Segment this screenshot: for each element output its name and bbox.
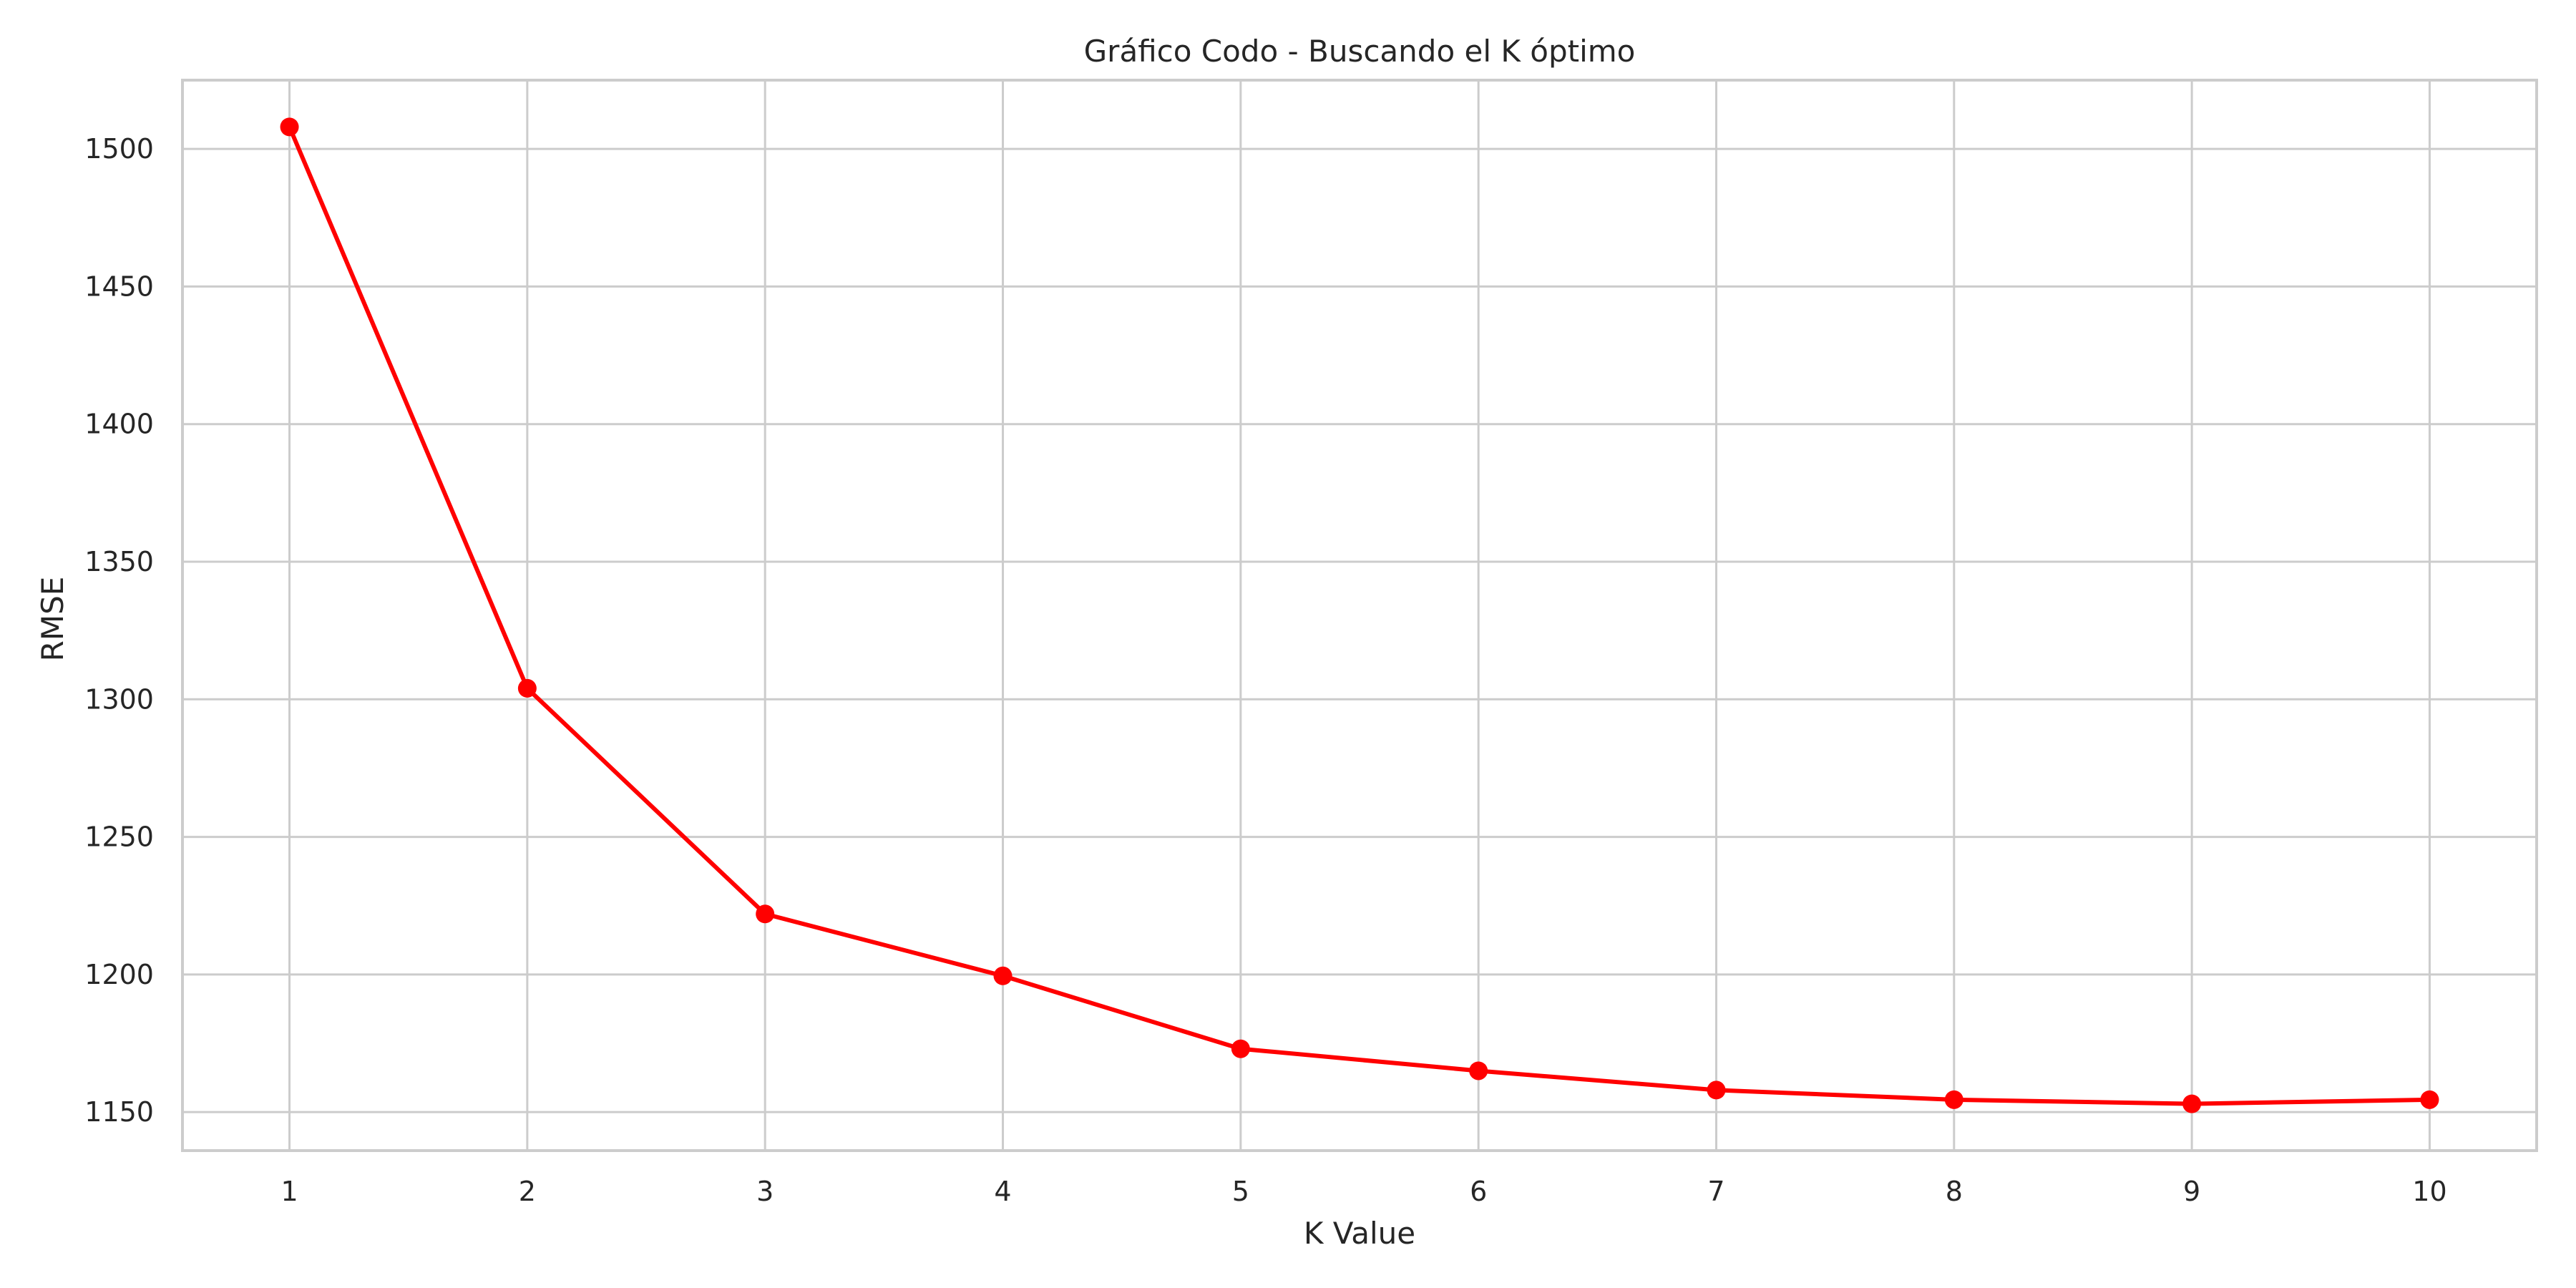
horizontal-gridlines <box>182 147 2537 1113</box>
data-point-k2 <box>517 678 537 698</box>
data-point-k3 <box>756 904 775 924</box>
x-tick-label: 10 <box>2412 1176 2446 1207</box>
x-tick-labels: 1 2 3 4 5 6 7 8 9 10 <box>280 1176 2446 1207</box>
data-point-k8 <box>1944 1090 1963 1109</box>
data-point-k6 <box>1469 1061 1488 1080</box>
data-point-k7 <box>1707 1080 1726 1100</box>
x-tick-label: 2 <box>519 1176 536 1207</box>
y-axis-label: RMSE <box>35 577 70 662</box>
x-tick-label: 3 <box>756 1176 774 1207</box>
y-tick-labels: 1150 1200 1250 1300 1350 1400 1450 1500 <box>84 133 154 1128</box>
x-tick-label: 7 <box>1707 1176 1724 1207</box>
y-tick-label: 1450 <box>84 270 154 302</box>
plot-frame <box>181 79 2538 1152</box>
y-tick-label: 1200 <box>84 959 154 990</box>
chart-title: Gráfico Codo - Buscando el K óptimo <box>1084 34 1636 69</box>
data-point-k9 <box>2182 1094 2202 1113</box>
series-line <box>287 125 2432 1106</box>
x-tick-label: 9 <box>2183 1176 2200 1207</box>
data-point-k10 <box>2420 1090 2439 1109</box>
x-tick-label: 1 <box>280 1176 298 1207</box>
x-tick-label: 5 <box>1232 1176 1249 1207</box>
y-tick-label: 1150 <box>84 1096 154 1128</box>
x-axis-label: K Value <box>1304 1216 1415 1251</box>
series-layer <box>280 117 2439 1113</box>
vertical-gridlines <box>288 80 2431 1151</box>
y-tick-label: 1350 <box>84 546 154 577</box>
y-tick-label: 1250 <box>84 821 154 853</box>
data-point-k5 <box>1231 1039 1250 1058</box>
x-tick-label: 4 <box>994 1176 1011 1207</box>
data-point-k4 <box>993 966 1013 985</box>
y-tick-label: 1500 <box>84 133 154 165</box>
x-tick-label: 8 <box>1946 1176 1963 1207</box>
y-tick-label: 1400 <box>84 409 154 440</box>
y-tick-label: 1300 <box>84 683 154 715</box>
data-point-k1 <box>280 117 299 137</box>
x-tick-label: 6 <box>1470 1176 1487 1207</box>
